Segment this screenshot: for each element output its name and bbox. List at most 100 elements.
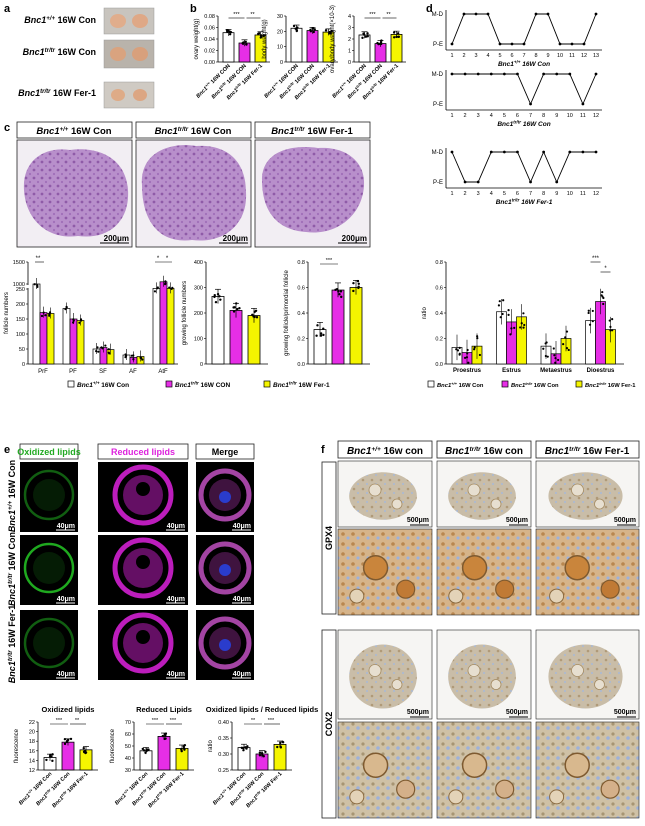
- data-point: [219, 298, 222, 301]
- y-axis-label: fluorescence: [110, 728, 116, 763]
- scale-bar-label: 40μm: [233, 671, 251, 678]
- data-point: [545, 341, 548, 344]
- growing-follicle-chart: 0 100 200 300 400 growing follicle numbers: [182, 260, 268, 368]
- data-point: [296, 26, 299, 29]
- cycle-point: [594, 150, 598, 154]
- y-tick-label: 0.8: [435, 260, 443, 266]
- cycle-point: [463, 180, 467, 184]
- tissue-section: [349, 644, 417, 709]
- scale-bar-label: 40μm: [57, 523, 75, 530]
- y-tick-label: 40: [125, 756, 131, 762]
- ovary-right: [133, 89, 147, 101]
- data-point: [242, 41, 245, 44]
- y-tick-label: 20: [277, 29, 283, 35]
- x-tick-label: 2: [464, 191, 467, 197]
- y-tick-label: 0.08: [204, 14, 215, 20]
- data-point: [611, 329, 614, 332]
- panel-a-row-2: Bnc1tr/tr 16W Con: [23, 39, 155, 69]
- ihc-zoom-image: [436, 528, 532, 616]
- y-tick-label: 0.02: [204, 49, 215, 55]
- follicle: [461, 752, 488, 778]
- data-point: [100, 346, 103, 349]
- group-suffix: 16W Con: [457, 383, 484, 389]
- cycle-point: [450, 150, 454, 154]
- data-point: [552, 347, 555, 350]
- panel-c: Bnc1+/+ 16W Con Bnc1tr/tr 16W Con Bnc1tr…: [16, 121, 371, 248]
- ihc-zoom-image: [337, 721, 433, 819]
- y-tick-label: 14: [29, 758, 35, 764]
- cycle-point: [502, 150, 506, 154]
- data-point: [315, 334, 318, 337]
- ihc-zoom-image: [436, 721, 532, 819]
- data-point: [251, 313, 254, 316]
- x-tick-label: 3: [474, 53, 477, 59]
- genotype-sup: +/+: [340, 81, 347, 88]
- y-tick-label: 0.04: [204, 37, 215, 43]
- data-point: [40, 314, 44, 318]
- data-point: [502, 299, 505, 302]
- growing-primordial-ratio-chart: 0.0 0.2 0.4 0.6 0.8 growing follicle/primordi…: [284, 258, 370, 368]
- y-tick-label: 200: [194, 311, 203, 317]
- data-point: [36, 285, 39, 289]
- data-point: [340, 295, 343, 299]
- x-tick-label: 10: [567, 191, 573, 197]
- bar: [76, 320, 85, 365]
- data-point: [141, 358, 144, 361]
- follicle: [549, 789, 565, 805]
- cycle-point: [529, 102, 532, 106]
- data-point: [164, 732, 168, 735]
- genotype-sup: tr/tr: [254, 790, 262, 798]
- data-point: [216, 292, 220, 296]
- significance: ***: [56, 718, 63, 724]
- cycle-point: [486, 12, 490, 16]
- x-tick-label: 9: [546, 53, 549, 59]
- follicle: [600, 779, 620, 799]
- significance: ***: [233, 12, 240, 18]
- y-tick-label: M-D: [432, 150, 444, 156]
- x-tick-label: PF: [69, 369, 77, 375]
- legend-swatch: [263, 380, 271, 388]
- data-point: [309, 30, 313, 33]
- data-point: [232, 310, 236, 313]
- legend-label: Bnc1+/+ 16W Con: [77, 381, 129, 389]
- data-point: [357, 286, 360, 290]
- scale-bar-label: 200μm: [342, 234, 367, 243]
- y-tick-label: 0.4: [435, 311, 443, 317]
- x-tick-label: Proestrus: [453, 368, 482, 374]
- panel-c-header-wt: Bnc1+/+ 16W Con: [36, 126, 111, 137]
- follicle: [448, 789, 464, 805]
- x-tick-label: 7: [522, 53, 525, 59]
- y-tick-label: 1500: [13, 260, 25, 266]
- bar: [61, 741, 75, 771]
- data-point: [65, 740, 69, 744]
- genotype-sup: tr/tr: [140, 788, 148, 796]
- data-point: [262, 34, 265, 38]
- data-point: [50, 755, 53, 758]
- x-tick-label: 11: [580, 113, 586, 119]
- panel-c-header-tr-fer: Bnc1tr/tr 16W Fer-1: [271, 126, 353, 137]
- follicle: [391, 679, 403, 690]
- significance: **: [386, 12, 391, 18]
- row-label: Bnc1tr/tr 16W Con: [7, 532, 17, 606]
- panel-a-label-tr-fer: Bnc1tr/tr 16W Fer-1: [18, 88, 96, 98]
- data-point: [591, 309, 594, 313]
- data-point: [458, 352, 461, 355]
- panel-d-legend: Bnc1+/+ 16W Con Bnc1tr/tr 16W Con Bnc1tr/t…: [427, 380, 636, 389]
- follicle: [571, 483, 584, 497]
- gene-name: Bnc1: [273, 382, 289, 389]
- y-tick-label: 200: [16, 302, 25, 308]
- y-tick-label: 3: [348, 26, 351, 32]
- data-point: [476, 335, 479, 338]
- ovary-right: [132, 14, 148, 28]
- panel-f-header-tr-con: Bnc1tr/tr 16w con: [445, 446, 523, 457]
- data-point: [281, 741, 285, 744]
- gene-name: Bnc1: [175, 382, 191, 389]
- x-tick-label: 12: [593, 113, 599, 119]
- confocal-image: 40μm: [98, 535, 188, 605]
- data-point: [246, 745, 249, 748]
